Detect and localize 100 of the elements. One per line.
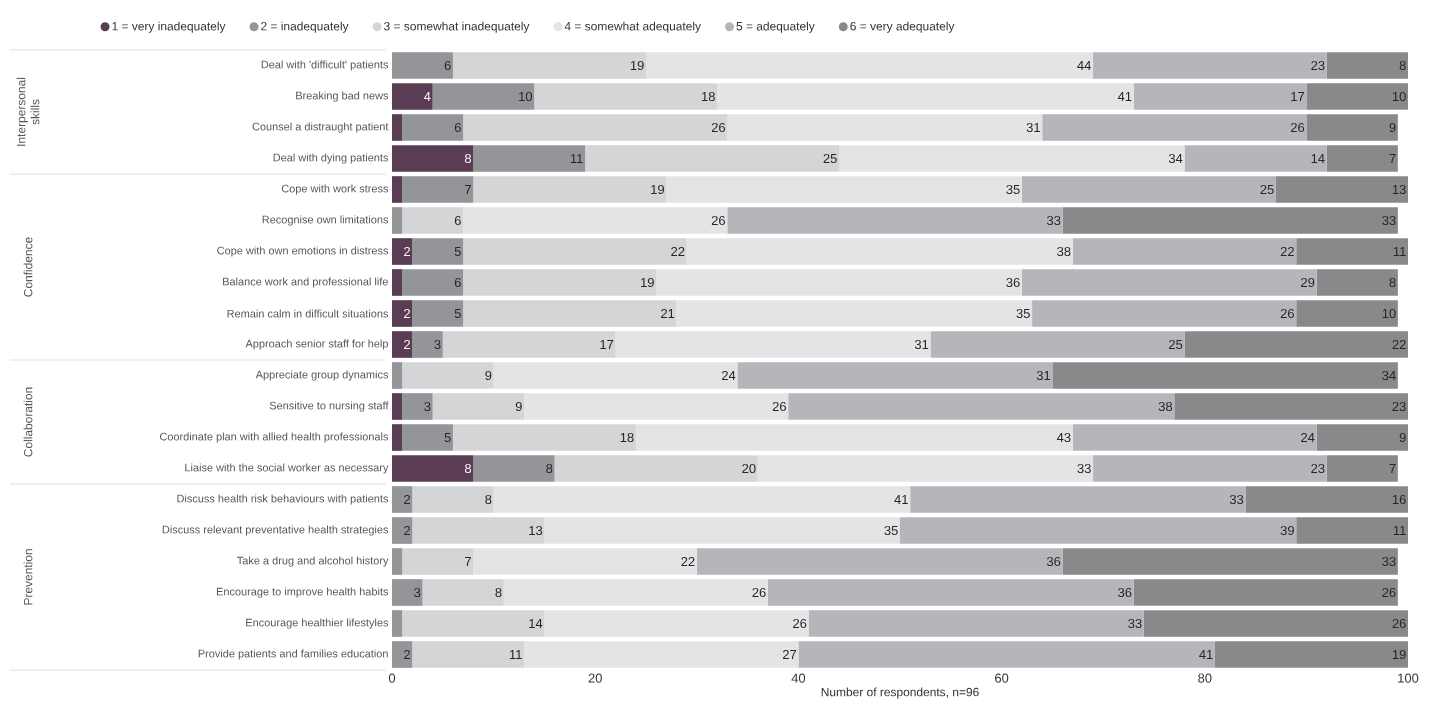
- data-label: 33: [1077, 463, 1091, 474]
- bar: [1184, 145, 1327, 172]
- bar: [392, 238, 413, 265]
- data-label: 20: [742, 463, 756, 474]
- data-label: 8: [464, 463, 472, 474]
- y-tick-label: Counsel a distraught patient: [252, 122, 389, 133]
- data-label: 33: [1128, 618, 1142, 629]
- data-label: 26: [711, 215, 726, 226]
- x-axis-title: Number of respondents, n=96: [821, 687, 979, 699]
- data-label: 14: [529, 619, 543, 628]
- data-label: 6: [454, 215, 461, 226]
- data-label: 22: [1280, 246, 1294, 257]
- bar: [392, 145, 474, 172]
- bar: [524, 393, 789, 420]
- bar: [808, 610, 1144, 637]
- data-label: 11: [570, 154, 583, 163]
- bar: [412, 331, 443, 358]
- data-label: 4: [424, 92, 431, 101]
- bar: [422, 579, 504, 606]
- bar: [463, 269, 657, 296]
- bar: [767, 579, 1134, 606]
- y-tick-label: Provide patients and families education: [198, 649, 388, 660]
- data-label: 34: [1168, 153, 1183, 164]
- bar: [402, 269, 464, 296]
- y-tick-label: Take a drug and alcohol history: [237, 556, 389, 567]
- data-label: 26: [1392, 618, 1406, 629]
- data-label: 35: [884, 525, 898, 536]
- bar: [412, 300, 464, 327]
- y-tick-label: Appreciate group dynamics: [255, 370, 389, 381]
- bar: [493, 486, 911, 513]
- bar: [1326, 52, 1409, 79]
- bar: [930, 331, 1185, 358]
- bar: [757, 455, 1094, 482]
- text: Confidence: [23, 237, 33, 297]
- bar: [412, 641, 525, 668]
- bar: [402, 610, 545, 637]
- data-label: 39: [1280, 525, 1294, 536]
- data-label: 10: [1382, 308, 1396, 319]
- bar: [900, 517, 1297, 544]
- bar: [839, 145, 1185, 172]
- data-label: 33: [1382, 556, 1396, 567]
- bar: [392, 455, 474, 482]
- bar: [717, 83, 1134, 110]
- bar: [452, 424, 636, 451]
- data-label: 5: [454, 246, 461, 257]
- data-label: 9: [485, 370, 492, 381]
- data-label: 21: [661, 308, 675, 319]
- bar: [1275, 176, 1409, 203]
- bar: [646, 52, 1094, 79]
- data-label: 2: [404, 649, 410, 660]
- bar: [727, 207, 1063, 234]
- bar: [392, 579, 423, 606]
- data-label: 31: [1026, 122, 1040, 133]
- bar: [392, 641, 413, 668]
- x-tick-label: 0: [388, 673, 396, 683]
- bar: [463, 207, 728, 234]
- bar: [1042, 114, 1307, 141]
- data-label: 9: [1389, 122, 1396, 133]
- bar: [392, 207, 403, 234]
- data-label: 44: [1077, 61, 1091, 70]
- bar: [1296, 517, 1409, 544]
- bar: [392, 424, 403, 451]
- bar: [392, 269, 403, 296]
- data-label: 43: [1056, 432, 1071, 443]
- bar: [615, 331, 931, 358]
- data-label: 24: [722, 370, 736, 381]
- data-label: 19: [630, 60, 644, 71]
- data-label: 2: [404, 525, 410, 536]
- y-tick-label: Cope with own emotions in distress: [217, 246, 389, 257]
- bar: [392, 610, 403, 637]
- data-label: 9: [515, 401, 522, 412]
- data-label: 41: [1199, 650, 1213, 659]
- data-label: 33: [1229, 494, 1244, 505]
- data-label: 41: [894, 495, 908, 504]
- x-tick-label: 40: [791, 673, 806, 683]
- data-label: 8: [485, 494, 492, 505]
- y-tick-label: Remain calm in difficult situations: [227, 309, 389, 318]
- y-tick-label: Recognise own limitations: [262, 215, 389, 226]
- data-label: 11: [509, 650, 522, 659]
- data-label: 18: [702, 91, 715, 102]
- data-label: 11: [1393, 247, 1406, 256]
- data-label: 7: [1389, 154, 1396, 163]
- data-label: 23: [1392, 401, 1406, 412]
- bar: [392, 114, 403, 141]
- y-tick-label: Balance work and professional life: [223, 277, 388, 288]
- bar: [402, 114, 464, 141]
- data-label: 26: [711, 122, 726, 133]
- bar: [392, 486, 413, 513]
- bar: [1133, 579, 1398, 606]
- bar: [392, 548, 403, 575]
- bar: [392, 176, 403, 203]
- bar: [402, 362, 494, 389]
- data-label: 2: [404, 308, 410, 319]
- data-label: 31: [914, 339, 929, 350]
- bar: [635, 424, 1073, 451]
- data-label: 8: [1399, 60, 1406, 71]
- data-label: 25: [1260, 184, 1274, 195]
- data-label: 22: [1392, 339, 1406, 350]
- data-label: 11: [1393, 526, 1406, 535]
- x-tick-label: 20: [588, 673, 602, 683]
